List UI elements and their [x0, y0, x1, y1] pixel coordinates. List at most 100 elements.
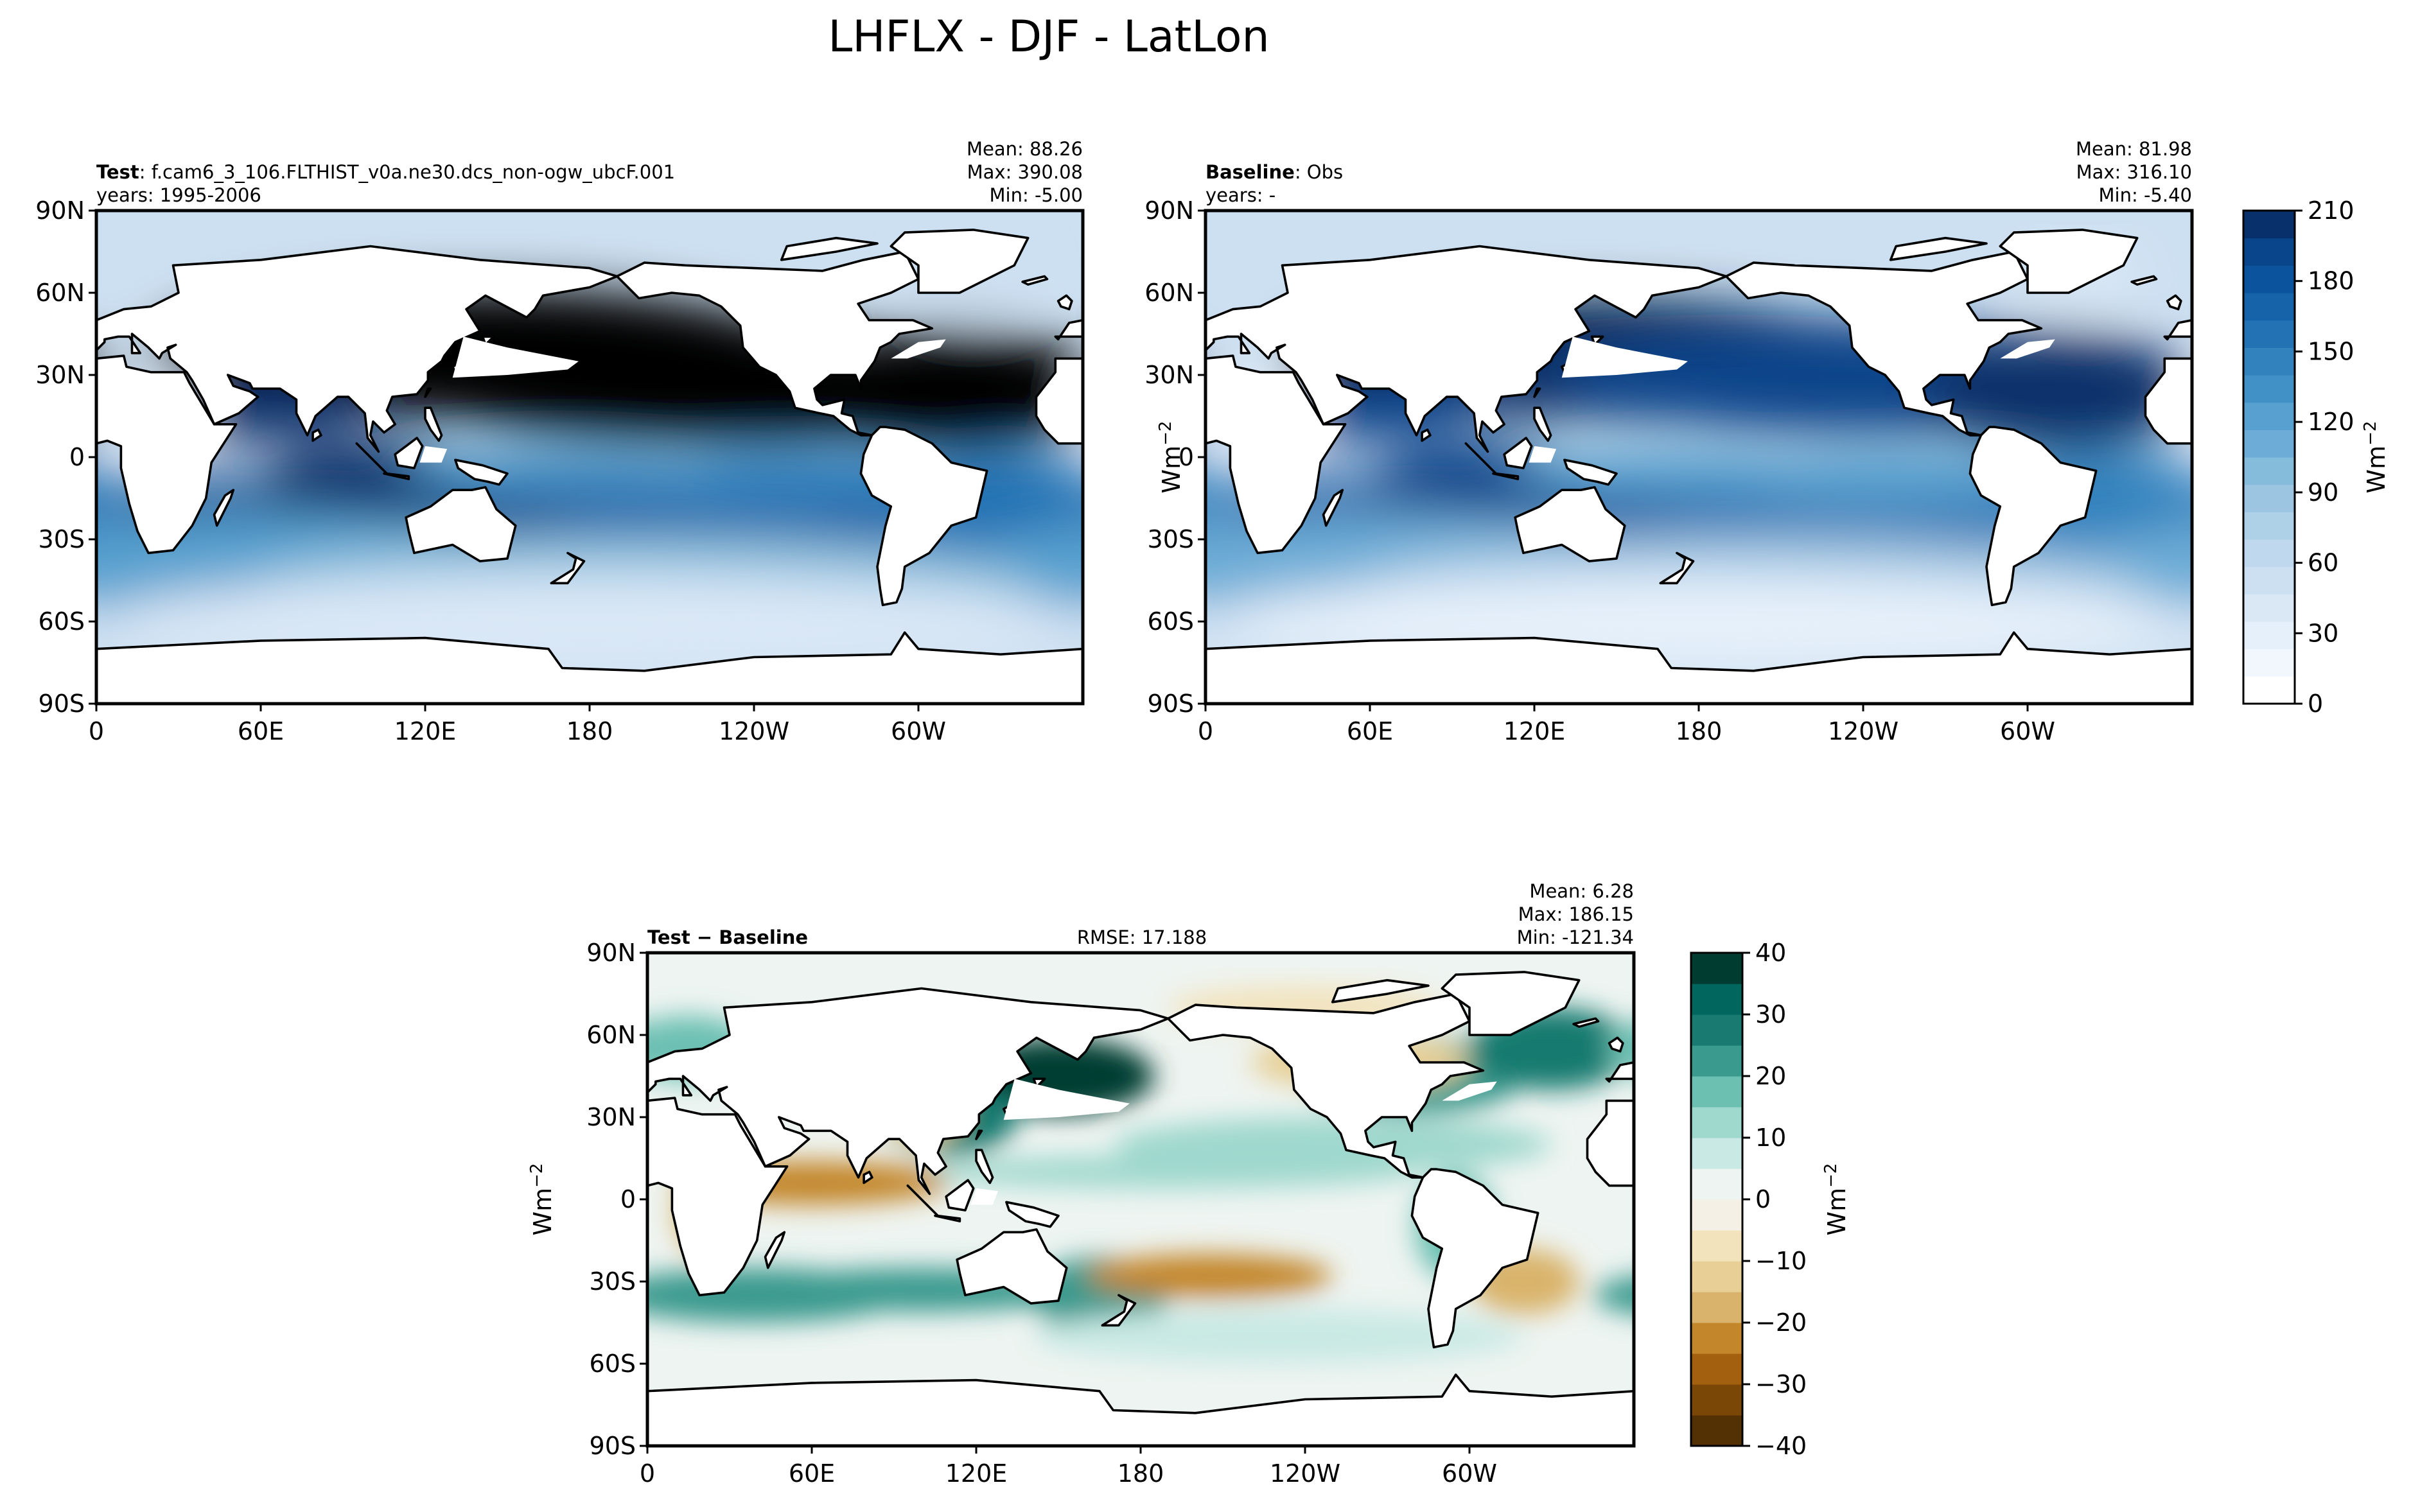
land-polygon [1054, 318, 1083, 341]
x-tick-label: 0 [89, 717, 104, 745]
x-tick-label: 120W [1270, 1459, 1340, 1488]
test-min: Min: -5.00 [990, 184, 1083, 206]
y-tick-label: 0 [69, 443, 85, 471]
baseline-years: years: - [1206, 184, 1276, 206]
land-polygon [1101, 1294, 1137, 1327]
baseline-title: Baseline: Obs [1206, 161, 1343, 183]
top-colorbar-label-exp: −2 [2361, 421, 2380, 446]
diff-x-ticks: 0 60E 120E 180 120W 60W [640, 1446, 1497, 1488]
masked-region [419, 446, 448, 463]
field-blob [0, 1079, 31, 1155]
baseline-map-panel: 0 60E 120E 180 120W 60W 90N 60N 30N 0 30S 60S 90S B… [1144, 138, 2411, 745]
top-colorbar-frame [2242, 209, 2296, 705]
test-y-ticks: 90N 60N 30N 0 30S 60S 90S [35, 196, 96, 718]
field-blob [428, 1172, 511, 1282]
field-blob [1507, 451, 1836, 496]
x-tick-label: 120W [1828, 717, 1898, 745]
masked-region [452, 336, 579, 378]
test-title: Test: f.cam6_3_106.FLTHIST_v0a.ne30.dcs_… [96, 161, 675, 183]
y-tick-label: 60S [39, 607, 85, 636]
baseline-x-ticks: 0 60E 120E 180 120W 60W [1198, 704, 2055, 745]
colorbar-cell [1691, 1107, 1742, 1138]
y-tick-label: 90N [35, 196, 85, 225]
masked-region [1561, 336, 1688, 378]
y-tick-label: 0 [1179, 443, 1194, 471]
y-tick-label: 60N [35, 279, 85, 307]
colorbar-tick-label: −40 [1755, 1432, 1807, 1460]
field-blob [1949, 1038, 2141, 1114]
colorbar-tick-label: 30 [1755, 1000, 1786, 1029]
test-land-mask [96, 229, 1083, 704]
land-polygon [1166, 993, 1539, 1349]
diff-colorbar-ticks: 40 30 20 10 0 −10 −20 −30 −40 [1742, 939, 1807, 1460]
field-blob [2292, 1038, 2411, 1114]
land-polygon [956, 1228, 1068, 1305]
x-tick-label: 60W [1442, 1459, 1497, 1488]
colorbar-cell [2243, 375, 2295, 403]
x-tick-label: 60E [238, 717, 284, 745]
x-tick-label: 120W [719, 717, 789, 745]
baseline-y-unit-exp: −2 [1156, 421, 1175, 446]
land-polygon [1533, 406, 1552, 442]
colorbar-tick-label: 40 [1755, 939, 1786, 967]
land-polygon [311, 428, 322, 442]
y-tick-label: 30N [1144, 361, 1194, 389]
colorbar-cell [2243, 293, 2295, 321]
land-polygon [1056, 294, 1073, 311]
colorbar-cell [1691, 1199, 1742, 1231]
field-blob [0, 1038, 168, 1114]
land-polygon [383, 472, 410, 480]
land-polygon [1331, 978, 1430, 1004]
field-blob [0, 1156, 428, 1188]
land-polygon [863, 1170, 873, 1185]
colorbar-tick-label: 10 [1755, 1124, 1786, 1152]
field-blob [2384, 315, 2411, 424]
y-tick-label: 30S [39, 525, 85, 553]
y-tick-label: 90S [39, 690, 85, 718]
test-title-bold: Test [96, 161, 139, 183]
x-tick-label: 120E [394, 717, 457, 745]
land-polygon [424, 406, 443, 442]
land-polygon [764, 1231, 786, 1269]
diff-colorbar-label-exp: −2 [1821, 1163, 1841, 1188]
field-blob [319, 1038, 538, 1114]
field-blob [1918, 331, 2192, 452]
masked-region [1529, 446, 1557, 463]
field-blob [44, 1257, 181, 1334]
land-polygon [405, 486, 517, 562]
colorbar-tick-label: 0 [2308, 690, 2323, 718]
land-polygon [1322, 489, 1344, 527]
y-tick-label: 90N [586, 939, 636, 967]
x-tick-label: 60W [2000, 717, 2055, 745]
field-blob [2401, 1172, 2411, 1282]
field-blob [44, 1309, 538, 1364]
colorbar-cell [1691, 953, 1742, 984]
colorbar-cell [1691, 1076, 1742, 1108]
land-polygon [1206, 245, 1728, 453]
diff-y-unit-exp: −2 [527, 1163, 547, 1188]
colorbar-cell [2243, 621, 2295, 650]
land-polygon [96, 354, 238, 555]
y-tick-label: 60S [590, 1350, 636, 1378]
colorbar-tick-label: −30 [1755, 1370, 1807, 1398]
field-blob [2017, 1309, 2411, 1364]
colorbar-cell [1691, 1230, 1742, 1262]
test-max: Max: 390.08 [967, 161, 1083, 183]
land-polygon [96, 245, 618, 453]
y-tick-label: 30S [590, 1267, 636, 1296]
baseline-max: Max: 316.10 [2076, 161, 2192, 183]
land-polygon [1464, 442, 1498, 475]
x-tick-label: 0 [640, 1459, 655, 1488]
top-colorbar-label-base: Wm [2362, 446, 2390, 494]
colorbar-cell [1691, 1261, 1742, 1292]
baseline-title-rest: : Obs [1295, 161, 1343, 183]
field-blob [2237, 1035, 2411, 1090]
diff-y-unit-base: Wm [529, 1188, 557, 1236]
land-polygon [1724, 250, 2098, 607]
baseline-title-bold: Baseline [1206, 161, 1295, 183]
land-polygon [647, 1097, 789, 1297]
figure-title: LHFLX - DJF - LatLon [828, 12, 1269, 62]
y-tick-label: 0 [620, 1185, 636, 1213]
colorbar-cell [2243, 566, 2295, 595]
